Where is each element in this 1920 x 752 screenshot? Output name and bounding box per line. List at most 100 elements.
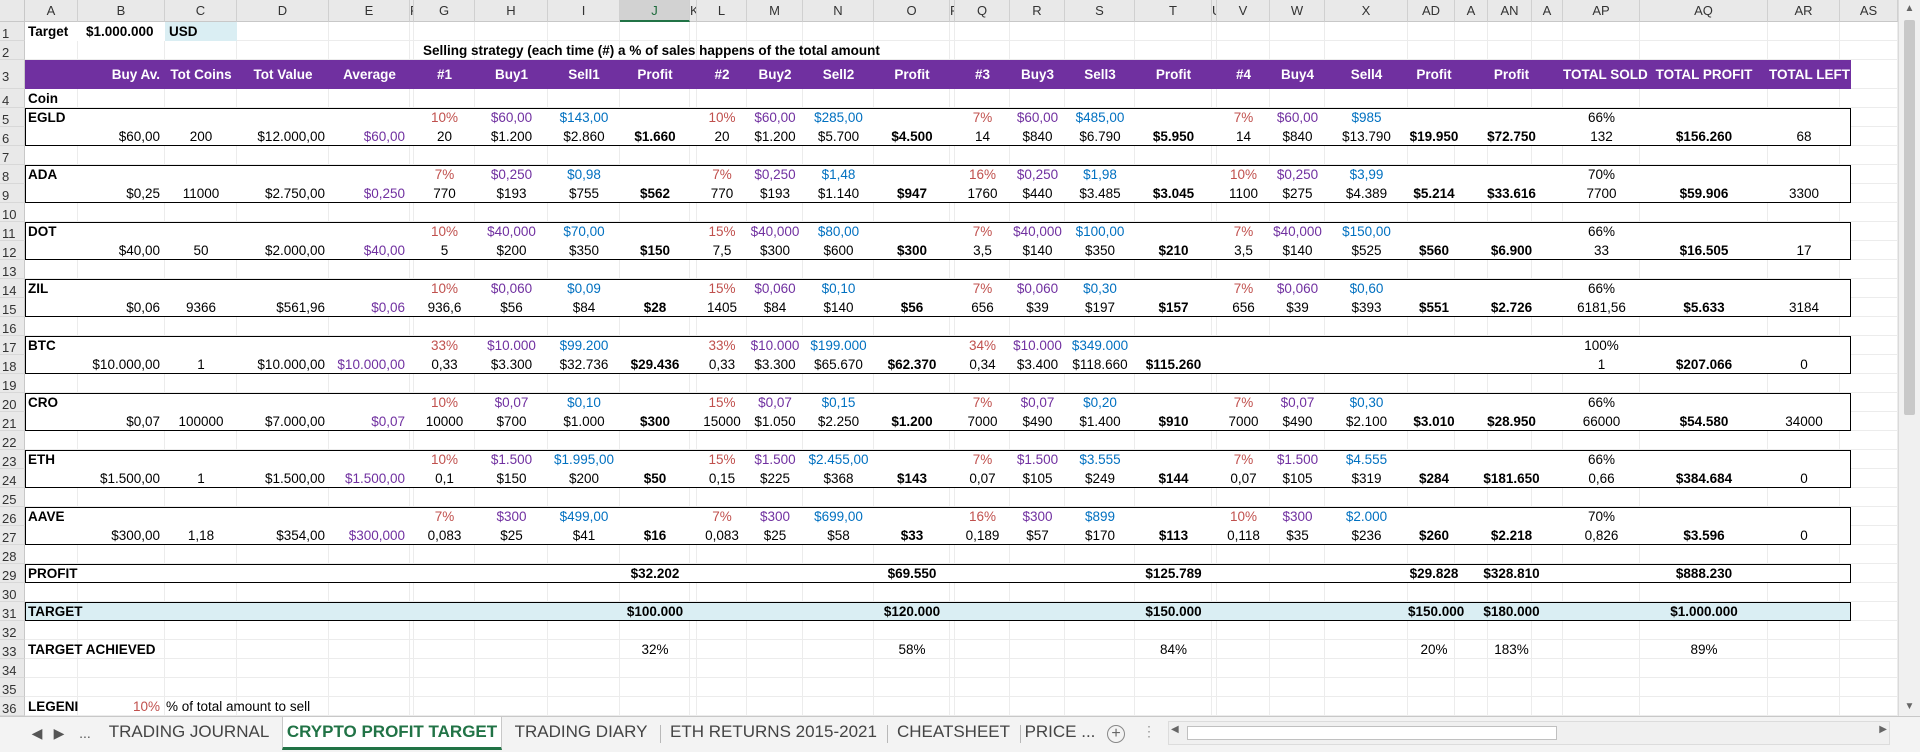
row-header-31[interactable]: 31 xyxy=(0,602,25,621)
column-header-aq[interactable]: AQ xyxy=(1640,0,1768,22)
tab-scroll-left-icon[interactable]: ◀ xyxy=(31,725,43,741)
row-header-23[interactable]: 23 xyxy=(0,450,25,469)
sell-price-2: $80,00 xyxy=(817,224,860,239)
row-header-5[interactable]: 5 xyxy=(0,108,25,127)
column-header-q[interactable]: Q xyxy=(955,0,1010,22)
row-header-10[interactable]: 10 xyxy=(0,203,25,222)
tab-crypto-profit-target[interactable]: CRYPTO PROFIT TARGET xyxy=(282,717,502,750)
more-tabs-button[interactable]: ... xyxy=(79,725,91,741)
column-title: TOTAL PROFIT xyxy=(1655,67,1753,82)
total-value: $10.000,00 xyxy=(257,357,325,372)
add-sheet-icon[interactable]: + xyxy=(1107,725,1125,743)
column-header-r[interactable]: R xyxy=(1010,0,1065,22)
column-header-k[interactable]: K xyxy=(690,0,697,22)
scroll-down-icon[interactable]: ▼ xyxy=(1904,701,1915,712)
tab-trading-journal[interactable]: TRADING JOURNAL xyxy=(108,722,270,741)
column-header-ad[interactable]: AD xyxy=(1408,0,1455,22)
row-header-30[interactable]: 30 xyxy=(0,583,25,602)
column-header-m[interactable]: M xyxy=(747,0,803,22)
row-header-11[interactable]: 11 xyxy=(0,222,25,241)
scroll-up-icon[interactable]: ▲ xyxy=(1904,3,1915,14)
horizontal-scrollbar[interactable]: ◀ ▶ xyxy=(1168,721,1890,745)
column-header-u[interactable]: U xyxy=(1212,0,1217,22)
column-header-v[interactable]: V xyxy=(1217,0,1270,22)
row-header-24[interactable]: 24 xyxy=(0,469,25,488)
row-header-20[interactable]: 20 xyxy=(0,393,25,412)
select-all-corner[interactable] xyxy=(0,0,25,22)
column-header-n[interactable]: N xyxy=(803,0,874,22)
column-header-g[interactable]: G xyxy=(414,0,475,22)
row-header-15[interactable]: 15 xyxy=(0,298,25,317)
row-header-27[interactable]: 27 xyxy=(0,526,25,545)
row-header-25[interactable]: 25 xyxy=(0,488,25,507)
buy-price-4: $60,00 xyxy=(1276,110,1319,125)
row-header-28[interactable]: 28 xyxy=(0,545,25,564)
tab-eth-returns-2015-2021[interactable]: ETH RETURNS 2015-2021 xyxy=(670,722,877,741)
vertical-scroll-thumb[interactable] xyxy=(1904,20,1915,415)
coin-name: ZIL xyxy=(28,281,49,296)
row-header-18[interactable]: 18 xyxy=(0,355,25,374)
scroll-left-icon[interactable]: ◀ xyxy=(1171,724,1179,735)
buy-average: $60,00 xyxy=(118,129,160,144)
row-header-12[interactable]: 12 xyxy=(0,241,25,260)
row-header-4[interactable]: 4 xyxy=(0,89,25,108)
column-header-ap[interactable]: AP xyxy=(1563,0,1640,22)
row-header-35[interactable]: 35 xyxy=(0,678,25,697)
column-header-a[interactable]: A xyxy=(1455,0,1488,22)
column-header-c[interactable]: C xyxy=(165,0,237,22)
row-header-22[interactable]: 22 xyxy=(0,431,25,450)
row-header-36[interactable]: 36 xyxy=(0,697,25,716)
column-header-f[interactable]: F xyxy=(410,0,414,22)
column-header-d[interactable]: D xyxy=(237,0,329,22)
tab-cheatsheet[interactable]: CHEATSHEET xyxy=(896,722,1011,741)
row-header-32[interactable]: 32 xyxy=(0,621,25,640)
column-header-e[interactable]: E xyxy=(329,0,410,22)
profit-3: $115.260 xyxy=(1145,357,1202,372)
coin-band-egld xyxy=(25,108,1851,146)
row-header-8[interactable]: 8 xyxy=(0,165,25,184)
column-header-j[interactable]: J xyxy=(620,0,690,22)
horizontal-scroll-thumb[interactable] xyxy=(1187,726,1557,740)
column-header-p[interactable]: P xyxy=(950,0,955,22)
column-header-l[interactable]: L xyxy=(697,0,747,22)
row-header-21[interactable]: 21 xyxy=(0,412,25,431)
row-header-6[interactable]: 6 xyxy=(0,127,25,146)
column-header-o[interactable]: O xyxy=(874,0,950,22)
row-header-17[interactable]: 17 xyxy=(0,336,25,355)
vertical-scrollbar[interactable]: ▲ ▼ xyxy=(1898,0,1920,716)
row-header-9[interactable]: 9 xyxy=(0,184,25,203)
row-header-26[interactable]: 26 xyxy=(0,507,25,526)
average: $40,00 xyxy=(363,243,405,258)
column-header-as[interactable]: AS xyxy=(1840,0,1898,22)
column-header-s[interactable]: S xyxy=(1065,0,1135,22)
column-header-b[interactable]: B xyxy=(78,0,165,22)
row-header-14[interactable]: 14 xyxy=(0,279,25,298)
row-header-13[interactable]: 13 xyxy=(0,260,25,279)
buy-average: $0,07 xyxy=(126,414,160,429)
scroll-right-icon[interactable]: ▶ xyxy=(1879,724,1887,735)
column-header-h[interactable]: H xyxy=(475,0,548,22)
sell-value-3: $197 xyxy=(1084,300,1116,315)
tab-options-icon[interactable]: ⋮ xyxy=(1142,723,1156,739)
column-header-t[interactable]: T xyxy=(1135,0,1212,22)
column-header-i[interactable]: I xyxy=(548,0,620,22)
spreadsheet-grid[interactable]: ABCDEFGHIJKLMNOPQRSTUVWXADAANAAPAQARAS 1… xyxy=(0,0,1898,716)
tab-trading-diary[interactable]: TRADING DIARY xyxy=(514,722,648,741)
row-header-19[interactable]: 19 xyxy=(0,374,25,393)
column-header-an[interactable]: AN xyxy=(1488,0,1532,22)
row-header-29[interactable]: 29 xyxy=(0,564,25,583)
row-header-34[interactable]: 34 xyxy=(0,659,25,678)
row-header-1[interactable]: 1 xyxy=(0,22,25,41)
column-header-w[interactable]: W xyxy=(1270,0,1325,22)
tab-scroll-right-icon[interactable]: ▶ xyxy=(53,725,65,741)
row-header-33[interactable]: 33 xyxy=(0,640,25,659)
column-header-ar[interactable]: AR xyxy=(1768,0,1840,22)
row-header-16[interactable]: 16 xyxy=(0,317,25,336)
column-header-x[interactable]: X xyxy=(1325,0,1408,22)
column-header-a[interactable]: A xyxy=(25,0,78,22)
column-header-a[interactable]: A xyxy=(1532,0,1563,22)
row-header-7[interactable]: 7 xyxy=(0,146,25,165)
row-header-2[interactable]: 2 xyxy=(0,41,25,60)
row-header-3[interactable]: 3 xyxy=(0,60,25,89)
tab-price[interactable]: PRICE ... xyxy=(1024,722,1096,741)
